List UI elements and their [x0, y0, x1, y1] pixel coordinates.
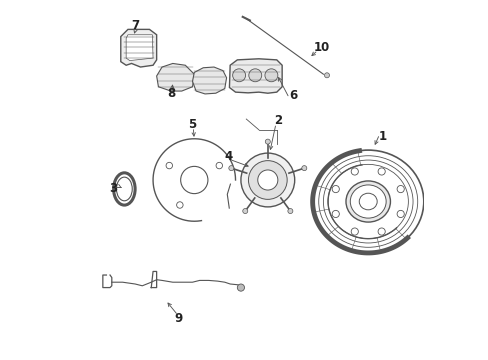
Circle shape	[396, 185, 404, 193]
Circle shape	[350, 228, 358, 235]
Circle shape	[331, 210, 339, 217]
Circle shape	[180, 166, 207, 194]
Circle shape	[331, 185, 339, 193]
Circle shape	[301, 166, 306, 171]
Circle shape	[166, 162, 172, 169]
Text: 8: 8	[166, 87, 175, 100]
Text: 6: 6	[288, 89, 296, 102]
Circle shape	[237, 284, 244, 291]
Circle shape	[324, 73, 329, 78]
Circle shape	[232, 69, 245, 82]
Text: 10: 10	[313, 41, 329, 54]
Text: 7: 7	[131, 19, 139, 32]
Circle shape	[350, 168, 358, 175]
Text: 9: 9	[174, 311, 182, 325]
Circle shape	[216, 162, 222, 169]
Circle shape	[377, 228, 385, 235]
Text: 2: 2	[274, 114, 282, 127]
Circle shape	[396, 210, 404, 217]
Circle shape	[176, 202, 183, 208]
Circle shape	[257, 170, 277, 190]
Text: 1: 1	[378, 130, 386, 144]
Text: 4: 4	[224, 150, 232, 163]
Polygon shape	[121, 30, 156, 67]
Ellipse shape	[349, 185, 386, 218]
Circle shape	[248, 69, 261, 82]
Text: 3: 3	[109, 183, 118, 195]
Circle shape	[287, 208, 292, 213]
Circle shape	[228, 166, 233, 171]
Polygon shape	[229, 59, 282, 93]
Ellipse shape	[346, 181, 389, 222]
Polygon shape	[156, 63, 194, 91]
Circle shape	[242, 208, 247, 213]
Text: 5: 5	[188, 118, 196, 131]
Polygon shape	[192, 67, 226, 94]
Circle shape	[377, 168, 385, 175]
Circle shape	[248, 161, 286, 199]
Circle shape	[241, 153, 294, 207]
Polygon shape	[126, 35, 153, 60]
Circle shape	[265, 139, 270, 144]
Circle shape	[264, 69, 277, 82]
